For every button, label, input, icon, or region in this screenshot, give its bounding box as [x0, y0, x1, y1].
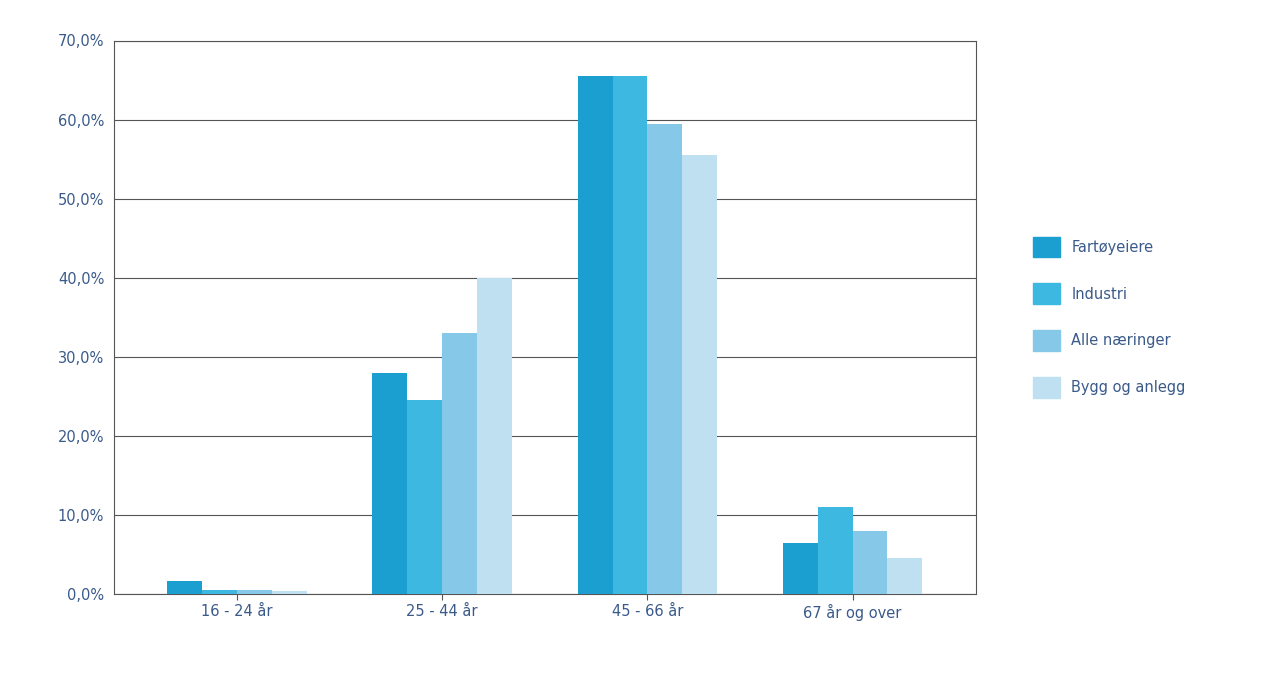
- Bar: [442, 333, 478, 594]
- Bar: [408, 400, 442, 594]
- Bar: [612, 76, 647, 594]
- Legend: Fartøyeiere, Industri, Alle næringer, Bygg og anlegg: Fartøyeiere, Industri, Alle næringer, By…: [1026, 230, 1192, 405]
- Bar: [578, 76, 612, 594]
- Bar: [887, 558, 922, 594]
- Bar: [783, 543, 817, 594]
- Bar: [372, 373, 408, 594]
- Bar: [272, 591, 307, 594]
- Bar: [167, 580, 203, 594]
- Bar: [478, 277, 512, 594]
- Bar: [647, 124, 682, 594]
- Bar: [203, 590, 237, 594]
- Bar: [682, 155, 717, 594]
- Bar: [817, 507, 853, 594]
- Bar: [853, 531, 887, 594]
- Bar: [237, 590, 272, 594]
